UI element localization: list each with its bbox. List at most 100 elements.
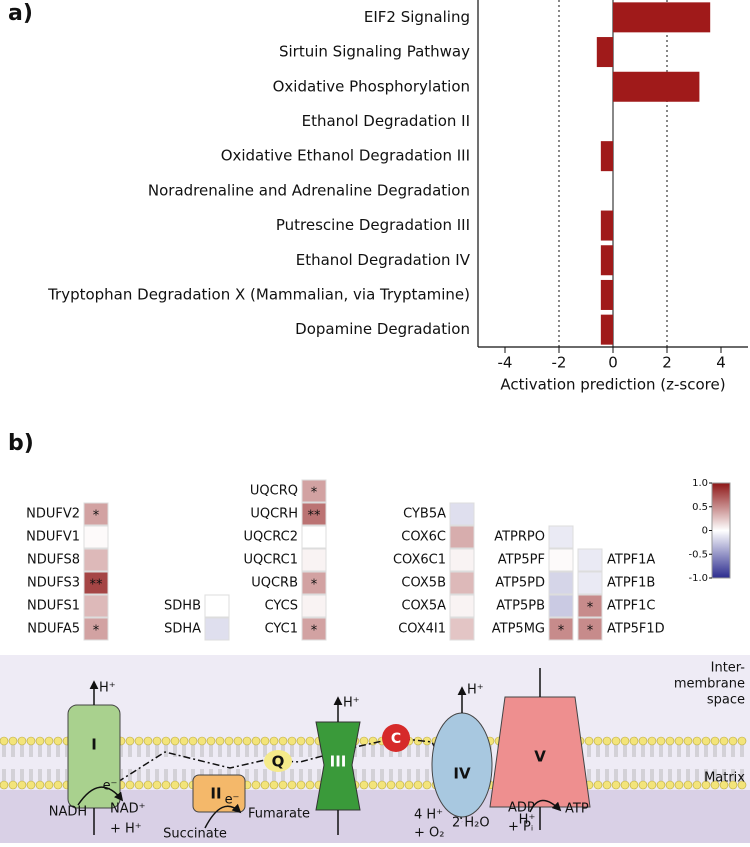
lipid-head: [611, 780, 621, 790]
significance: *: [587, 601, 594, 616]
lipid-head: [674, 780, 684, 790]
heat-cell: [83, 548, 109, 572]
diagram-label: V: [534, 748, 546, 766]
significance: *: [311, 486, 318, 501]
matrix-region: [0, 790, 750, 843]
heat-cell: [548, 548, 574, 572]
lipid-head: [260, 780, 270, 790]
diagram-label: Q: [272, 753, 285, 771]
lipid-head: [26, 736, 36, 746]
diagram-label: NAD⁺: [110, 802, 146, 817]
lipid-head: [8, 780, 18, 790]
complex-v: [489, 696, 591, 808]
lipid-head: [359, 736, 369, 746]
cytochrome-c: [382, 724, 410, 752]
lipid-head: [134, 736, 144, 746]
lipid-head: [152, 736, 162, 746]
lipid-head: [125, 780, 135, 790]
lipid-head: [0, 736, 9, 746]
diagram-label: H⁺: [343, 696, 360, 711]
lipid-head: [152, 780, 162, 790]
significance: *: [311, 578, 318, 593]
lipid-head: [260, 736, 270, 746]
lipid-head: [134, 780, 144, 790]
gene-label: COX5B: [401, 576, 446, 591]
heat-cell: [83, 571, 109, 595]
lipid-head: [737, 780, 747, 790]
category-label: Noradrenaline and Adrenaline Degradation: [148, 181, 470, 199]
diagram-label: space: [707, 693, 745, 708]
gene-label: COX6C1: [393, 553, 446, 568]
diagram-label: C: [391, 731, 401, 747]
lipid-head: [647, 736, 657, 746]
category-label: Ethanol Degradation IV: [296, 251, 471, 269]
lipid-head: [611, 736, 621, 746]
lipid-head: [8, 736, 18, 746]
lipid-head: [179, 736, 189, 746]
lipid-head: [737, 736, 747, 746]
gene-label: SDHA: [164, 622, 201, 637]
lipid-head: [710, 780, 720, 790]
lipid-head: [215, 736, 225, 746]
diagram-label: Matrix: [704, 771, 745, 786]
gene-label: ATPF1B: [607, 576, 655, 591]
lipid-head: [224, 736, 234, 746]
diagram-label: + Pᵢ: [508, 820, 533, 835]
diagram-label: 4 H⁺: [414, 808, 443, 823]
lipid-head: [701, 736, 711, 746]
lipid-head: [656, 736, 666, 746]
lipid-head: [386, 780, 396, 790]
heat-cell: [449, 594, 475, 618]
lipid-head: [413, 780, 423, 790]
lipid-head: [593, 780, 603, 790]
diagram-label: I: [91, 736, 97, 754]
intermembrane-space: [0, 655, 750, 790]
complex-iii: [315, 721, 361, 811]
category-label: EIF2 Signaling: [364, 8, 470, 26]
lipid-head: [584, 736, 594, 746]
lipid-head: [665, 736, 675, 746]
diagram-label: + O₂: [414, 826, 444, 841]
lipid-head: [296, 736, 306, 746]
lipid-head: [629, 780, 639, 790]
heat-cell: [577, 548, 603, 572]
diagram-label: III: [330, 753, 347, 771]
category-label: Sirtuin Signaling Pathway: [279, 43, 470, 61]
lipid-head: [377, 780, 387, 790]
lipid-head: [602, 736, 612, 746]
heat-cell: [83, 617, 109, 641]
lipid-head: [395, 780, 405, 790]
heat-cell: [548, 571, 574, 595]
diagram-label: Succinate: [163, 827, 227, 842]
lipid-head: [197, 736, 207, 746]
diagram-label: + H⁺: [110, 822, 142, 837]
lipid-head: [404, 780, 414, 790]
lipid-head: [674, 736, 684, 746]
complex-ii: [192, 774, 246, 813]
x-tick-label: -4: [498, 354, 513, 372]
panel-label: b): [8, 431, 34, 456]
lipid-head: [692, 780, 702, 790]
lipid-head: [305, 780, 315, 790]
heat-cell: [301, 594, 327, 618]
bar: [613, 71, 700, 102]
bar: [600, 245, 613, 276]
lipid-head: [53, 780, 63, 790]
x-tick-label: 0: [608, 354, 618, 372]
gene-label: NDUFV1: [26, 530, 80, 545]
gene-label: ATPRPO: [494, 530, 545, 545]
heat-cell: [449, 525, 475, 549]
panel-label: a): [8, 1, 33, 26]
lipid-head: [143, 780, 153, 790]
lipid-head: [287, 780, 297, 790]
diagram-label: ADP: [508, 801, 535, 816]
bar: [600, 279, 613, 310]
gene-label: ATP5PD: [495, 576, 545, 591]
lipid-head: [161, 736, 171, 746]
lipid-head: [35, 736, 45, 746]
heat-cell: [449, 548, 475, 572]
bar: [600, 210, 613, 241]
lipid-head: [125, 736, 135, 746]
bar: [600, 141, 613, 172]
lipid-head: [251, 780, 261, 790]
